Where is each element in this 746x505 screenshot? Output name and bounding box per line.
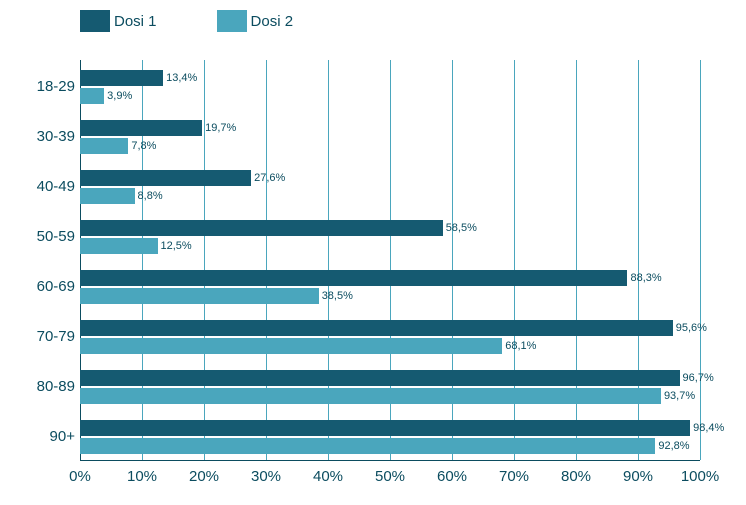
bar-value-label: 92,8% <box>658 440 689 452</box>
bar <box>80 370 680 386</box>
legend-label-dosi1: Dosi 1 <box>114 13 157 30</box>
bar-value-label: 7,8% <box>131 140 156 152</box>
legend: Dosi 1 Dosi 2 <box>80 10 293 32</box>
bar <box>80 120 202 136</box>
y-tick-label: 70-79 <box>30 328 75 345</box>
x-tick-label: 30% <box>251 468 281 485</box>
bar-value-label: 27,6% <box>254 172 285 184</box>
y-tick-label: 60-69 <box>30 278 75 295</box>
x-tick-label: 60% <box>437 468 467 485</box>
bar <box>80 320 673 336</box>
bar-value-label: 3,9% <box>107 90 132 102</box>
bar <box>80 270 627 286</box>
y-tick-label: 90+ <box>30 428 75 445</box>
bar <box>80 438 655 454</box>
legend-swatch-dosi2 <box>217 10 247 32</box>
bar <box>80 388 661 404</box>
x-tick-label: 0% <box>69 468 91 485</box>
plot-area: 0%10%20%30%40%50%60%70%80%90%100%18-2913… <box>80 60 700 460</box>
legend-swatch-dosi1 <box>80 10 110 32</box>
bar <box>80 288 319 304</box>
legend-label-dosi2: Dosi 2 <box>251 13 294 30</box>
bar-value-label: 38,5% <box>322 290 353 302</box>
bar-value-label: 8,8% <box>138 190 163 202</box>
gridline <box>700 60 701 460</box>
bar <box>80 420 690 436</box>
bar-value-label: 13,4% <box>166 72 197 84</box>
bar-value-label: 98,4% <box>693 422 724 434</box>
x-tick-label: 70% <box>499 468 529 485</box>
x-tick-label: 100% <box>681 468 719 485</box>
bar <box>80 138 128 154</box>
bar-value-label: 95,6% <box>676 322 707 334</box>
x-tick-label: 50% <box>375 468 405 485</box>
legend-item-dosi1: Dosi 1 <box>80 10 157 32</box>
x-tick-label: 10% <box>127 468 157 485</box>
y-tick-label: 50-59 <box>30 228 75 245</box>
y-tick-label: 30-39 <box>30 128 75 145</box>
bar-value-label: 12,5% <box>161 240 192 252</box>
bar <box>80 220 443 236</box>
bar-value-label: 58,5% <box>446 222 477 234</box>
y-tick-label: 40-49 <box>30 178 75 195</box>
bar <box>80 338 502 354</box>
bar <box>80 238 158 254</box>
bar-value-label: 88,3% <box>630 272 661 284</box>
bar-value-label: 93,7% <box>664 390 695 402</box>
x-axis-line <box>80 460 700 461</box>
bar <box>80 170 251 186</box>
bar-value-label: 19,7% <box>205 122 236 134</box>
chart-container: Dosi 1 Dosi 2 0%10%20%30%40%50%60%70%80%… <box>0 0 746 505</box>
bar-value-label: 96,7% <box>683 372 714 384</box>
legend-item-dosi2: Dosi 2 <box>217 10 294 32</box>
y-tick-label: 80-89 <box>30 378 75 395</box>
bar <box>80 70 163 86</box>
bar <box>80 188 135 204</box>
bar <box>80 88 104 104</box>
x-tick-label: 40% <box>313 468 343 485</box>
bar-value-label: 68,1% <box>505 340 536 352</box>
x-tick-label: 90% <box>623 468 653 485</box>
y-tick-label: 18-29 <box>30 78 75 95</box>
x-tick-label: 80% <box>561 468 591 485</box>
x-tick-label: 20% <box>189 468 219 485</box>
